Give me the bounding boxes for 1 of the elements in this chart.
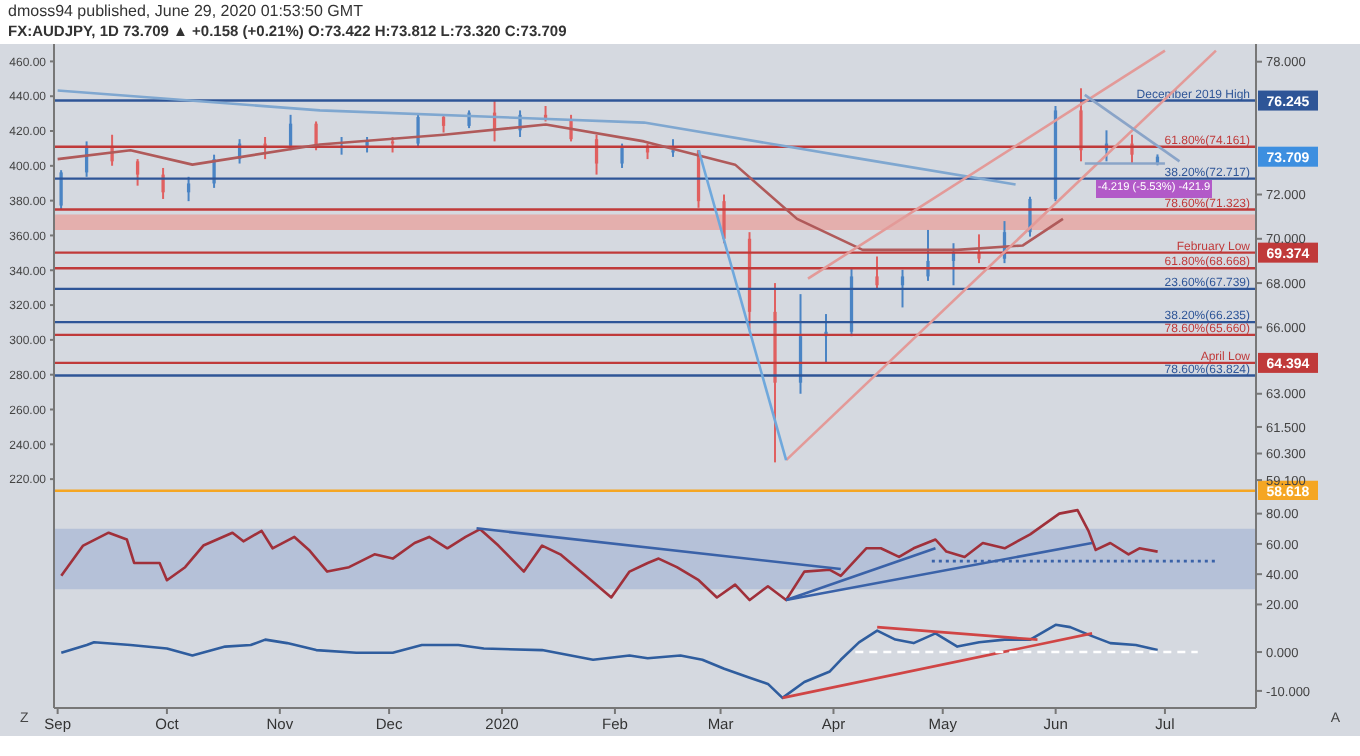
chart-title: dmoss94 published, June 29, 2020 01:53:50 GMT	[8, 2, 363, 20]
